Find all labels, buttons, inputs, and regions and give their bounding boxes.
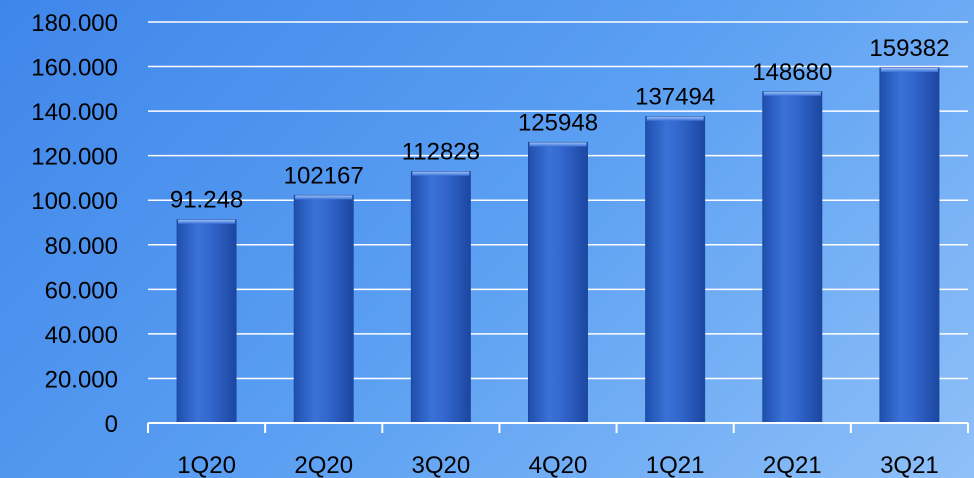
bar bbox=[879, 67, 940, 424]
y-axis-tick-labels: 0 20.000 40.000 60.000 80.000 100.000 120.000 1… bbox=[31, 10, 118, 438]
x-axis-category-labels: 1Q20 2Q20 3Q20 4Q20 1Q21 2Q21 3Q21 bbox=[177, 452, 939, 478]
data-label: 148680 bbox=[752, 59, 832, 86]
bar-top-highlight bbox=[763, 91, 821, 96]
data-label: 91.248 bbox=[170, 187, 243, 214]
bars bbox=[176, 67, 940, 424]
x-category-label: 2Q21 bbox=[763, 452, 822, 478]
bar bbox=[762, 91, 823, 424]
data-label: 159382 bbox=[869, 35, 949, 62]
x-category-label: 2Q20 bbox=[294, 452, 353, 478]
y-tick-label: 180.000 bbox=[31, 10, 118, 37]
bar-top-highlight bbox=[529, 142, 587, 147]
data-labels: 91.248 102167 112828 125948 137494 148680 1593… bbox=[170, 35, 950, 214]
bar bbox=[528, 141, 588, 424]
data-label: 102167 bbox=[284, 162, 364, 189]
x-axis bbox=[147, 422, 969, 433]
data-label: 125948 bbox=[518, 109, 598, 136]
bar-top-highlight bbox=[412, 171, 470, 176]
x-category-label: 3Q20 bbox=[411, 452, 470, 478]
x-category-label: 4Q20 bbox=[529, 452, 588, 478]
y-tick-label: 40.000 bbox=[45, 322, 118, 349]
bar-top-highlight bbox=[880, 67, 938, 72]
bar bbox=[293, 194, 354, 424]
y-tick-label: 100.000 bbox=[31, 188, 118, 215]
y-tick-label: 160.000 bbox=[31, 55, 118, 82]
bar bbox=[410, 171, 471, 424]
x-category-label: 3Q21 bbox=[880, 452, 939, 478]
y-tick-label: 120.000 bbox=[31, 144, 118, 171]
bar-top-highlight bbox=[295, 195, 353, 200]
y-tick-label: 0 bbox=[105, 411, 118, 438]
y-tick-label: 140.000 bbox=[31, 99, 118, 126]
y-tick-label: 20.000 bbox=[45, 366, 118, 393]
y-tick-label: 80.000 bbox=[45, 233, 118, 260]
x-category-label: 1Q21 bbox=[646, 452, 705, 478]
bar-top-highlight bbox=[178, 219, 236, 224]
data-label: 137494 bbox=[635, 84, 715, 111]
data-label: 112828 bbox=[402, 139, 480, 166]
y-tick-label: 60.000 bbox=[45, 277, 118, 304]
bar bbox=[176, 219, 237, 424]
bar-top-highlight bbox=[646, 116, 704, 121]
x-category-label: 1Q20 bbox=[177, 452, 236, 478]
bar bbox=[645, 116, 706, 424]
